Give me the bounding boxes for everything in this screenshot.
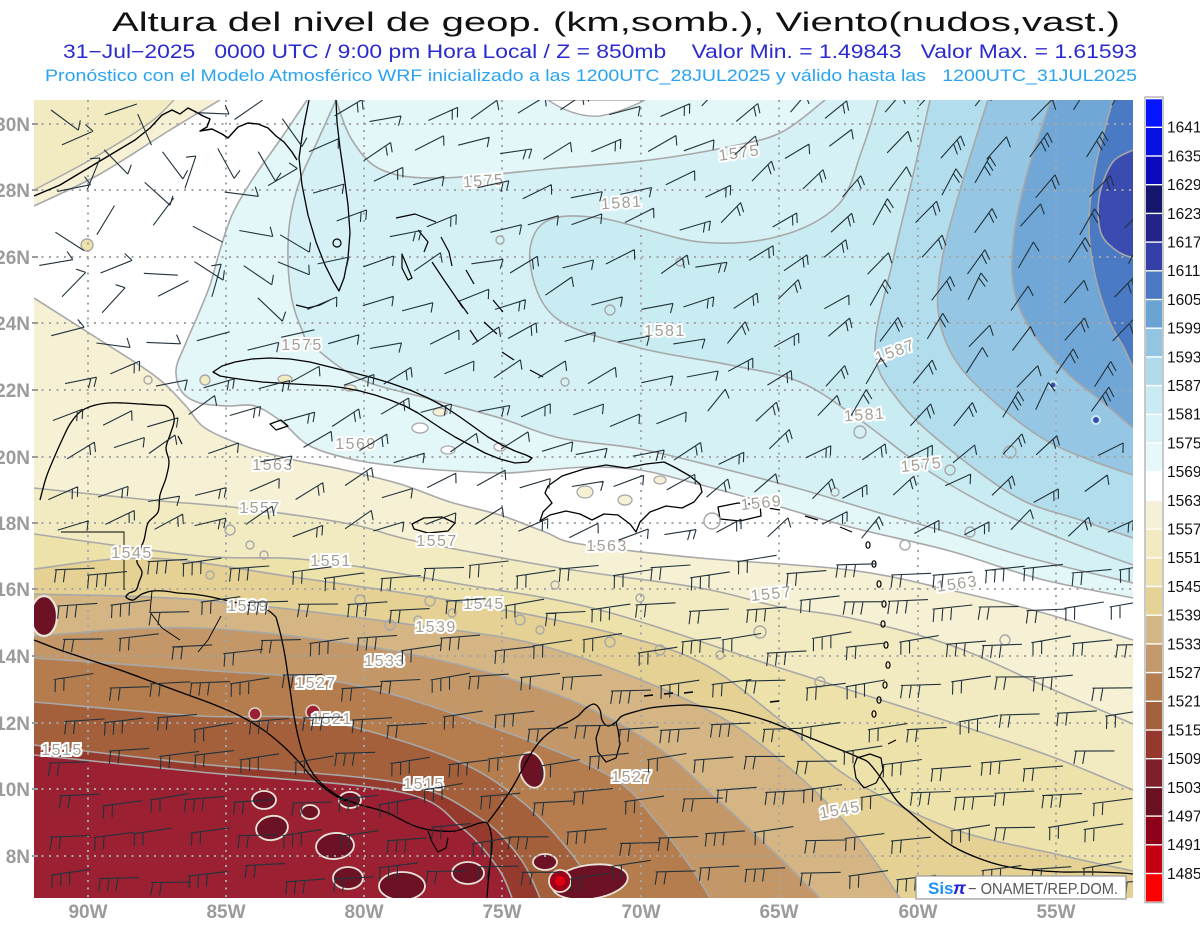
svg-text:1623: 1623: [1167, 206, 1200, 223]
svg-text:26N: 26N: [0, 248, 30, 269]
svg-text:1491: 1491: [1167, 837, 1200, 854]
svg-text:1533: 1533: [364, 653, 406, 670]
svg-text:1485: 1485: [1167, 866, 1200, 883]
svg-text:1617: 1617: [1167, 235, 1200, 252]
svg-text:1581: 1581: [644, 323, 686, 340]
svg-text:80W: 80W: [344, 902, 383, 923]
svg-text:1551: 1551: [310, 553, 352, 570]
svg-text:1581: 1581: [1167, 407, 1200, 424]
svg-text:65W: 65W: [759, 902, 798, 923]
svg-text:18N: 18N: [0, 514, 30, 535]
svg-text:1509: 1509: [1167, 751, 1200, 768]
svg-text:60W: 60W: [898, 902, 937, 923]
svg-text:31−Jul−2025 0000 UTC / 9:00: 31−Jul−2025 0000 UTC / 9:00 pm Hora Loca…: [63, 42, 1137, 63]
svg-text:10N: 10N: [0, 780, 30, 801]
svg-text:1575: 1575: [1167, 435, 1200, 452]
svg-text:1497: 1497: [1167, 809, 1200, 826]
svg-text:16N: 16N: [0, 580, 30, 601]
svg-text:1641: 1641: [1167, 120, 1200, 137]
svg-text:24N: 24N: [0, 314, 30, 335]
svg-text:Sis: Sis: [928, 879, 954, 898]
svg-text:22N: 22N: [0, 381, 30, 402]
svg-text:1557: 1557: [239, 500, 281, 517]
svg-text:1527: 1527: [611, 769, 653, 786]
svg-text:55W: 55W: [1036, 902, 1075, 923]
svg-text:π: π: [953, 878, 966, 898]
svg-text:1545: 1545: [1167, 579, 1200, 596]
svg-text:1527: 1527: [295, 675, 337, 692]
svg-text:− ONAMET/REP.DOM.: − ONAMET/REP.DOM.: [968, 881, 1118, 898]
svg-text:1557: 1557: [1167, 522, 1200, 539]
svg-text:1521: 1521: [1167, 694, 1200, 711]
svg-text:Altura del nivel de geop. (km,: Altura del nivel de geop. (km,somb.), Vi…: [112, 7, 1120, 37]
svg-text:70W: 70W: [621, 902, 660, 923]
svg-text:20N: 20N: [0, 448, 30, 469]
svg-text:1593: 1593: [1167, 349, 1200, 366]
svg-text:1575: 1575: [281, 337, 323, 354]
svg-text:1527: 1527: [1167, 665, 1200, 682]
svg-text:1539: 1539: [415, 619, 457, 636]
svg-text:1503: 1503: [1167, 780, 1200, 797]
svg-text:1539: 1539: [1167, 608, 1200, 625]
svg-text:1599: 1599: [1167, 321, 1200, 338]
svg-text:1587: 1587: [1167, 378, 1200, 395]
svg-text:1545: 1545: [111, 545, 153, 562]
svg-text:85W: 85W: [206, 902, 245, 923]
svg-text:1563: 1563: [1167, 493, 1200, 510]
svg-text:28N: 28N: [0, 181, 30, 202]
svg-text:Pronóstico con el Modelo Atmos: Pronóstico con el Modelo Atmosférico WRF…: [45, 66, 1137, 85]
svg-text:1629: 1629: [1167, 177, 1200, 194]
svg-text:14N: 14N: [0, 647, 30, 668]
svg-text:1533: 1533: [1167, 636, 1200, 653]
svg-text:1581: 1581: [600, 194, 643, 214]
svg-text:1635: 1635: [1167, 148, 1200, 165]
svg-text:1515: 1515: [41, 742, 83, 759]
svg-text:1521: 1521: [311, 711, 353, 728]
svg-text:75W: 75W: [482, 902, 521, 923]
svg-text:1611: 1611: [1167, 263, 1200, 280]
svg-text:1557: 1557: [416, 533, 458, 550]
svg-text:30N: 30N: [0, 115, 30, 136]
svg-text:1605: 1605: [1167, 292, 1200, 309]
svg-text:1515: 1515: [1167, 722, 1200, 739]
svg-text:1569: 1569: [1167, 464, 1200, 481]
svg-text:1569: 1569: [335, 436, 377, 453]
svg-text:1581: 1581: [843, 406, 886, 426]
svg-text:90W: 90W: [68, 902, 107, 923]
svg-text:1575: 1575: [462, 172, 505, 192]
svg-text:1551: 1551: [1167, 550, 1200, 567]
svg-text:1563: 1563: [586, 538, 628, 555]
svg-text:8N: 8N: [6, 847, 30, 868]
svg-text:12N: 12N: [0, 714, 30, 735]
